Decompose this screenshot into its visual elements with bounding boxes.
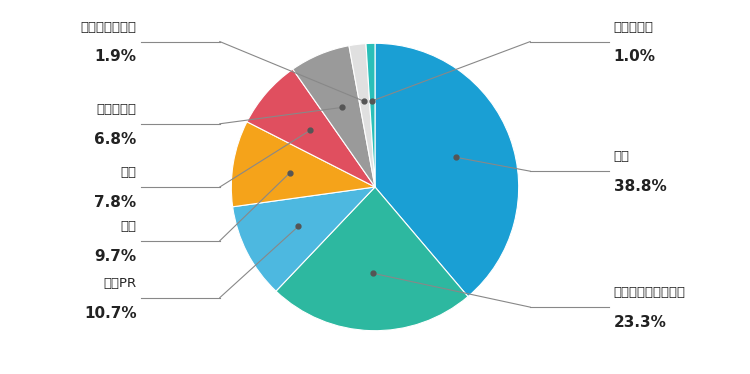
Wedge shape	[247, 69, 375, 187]
Text: 1.0%: 1.0%	[614, 49, 656, 64]
Text: 10.7%: 10.7%	[84, 306, 136, 321]
Text: 38.8%: 38.8%	[614, 179, 666, 194]
Wedge shape	[366, 43, 375, 187]
Text: 学歴: 学歴	[121, 166, 136, 179]
Text: 7.8%: 7.8%	[94, 195, 136, 210]
Wedge shape	[375, 43, 519, 297]
Text: 免許・資格: 免許・資格	[97, 103, 136, 116]
Wedge shape	[232, 187, 375, 291]
Wedge shape	[231, 122, 375, 207]
Text: 23.3%: 23.3%	[614, 315, 667, 330]
Wedge shape	[349, 44, 375, 187]
Text: 職歴: 職歴	[614, 150, 629, 163]
Text: 写真: 写真	[121, 220, 136, 233]
Wedge shape	[292, 46, 375, 187]
Text: 志望動機・志望理由: 志望動機・志望理由	[614, 286, 686, 299]
Text: 9.7%: 9.7%	[94, 249, 136, 264]
Wedge shape	[276, 187, 468, 331]
Text: 自己PR: 自己PR	[104, 277, 136, 290]
Text: 本人希望記入欄: 本人希望記入欄	[80, 21, 136, 34]
Text: 1.9%: 1.9%	[94, 49, 136, 64]
Text: 6.8%: 6.8%	[94, 132, 136, 147]
Text: 趣味・特技: 趣味・特技	[614, 21, 653, 34]
